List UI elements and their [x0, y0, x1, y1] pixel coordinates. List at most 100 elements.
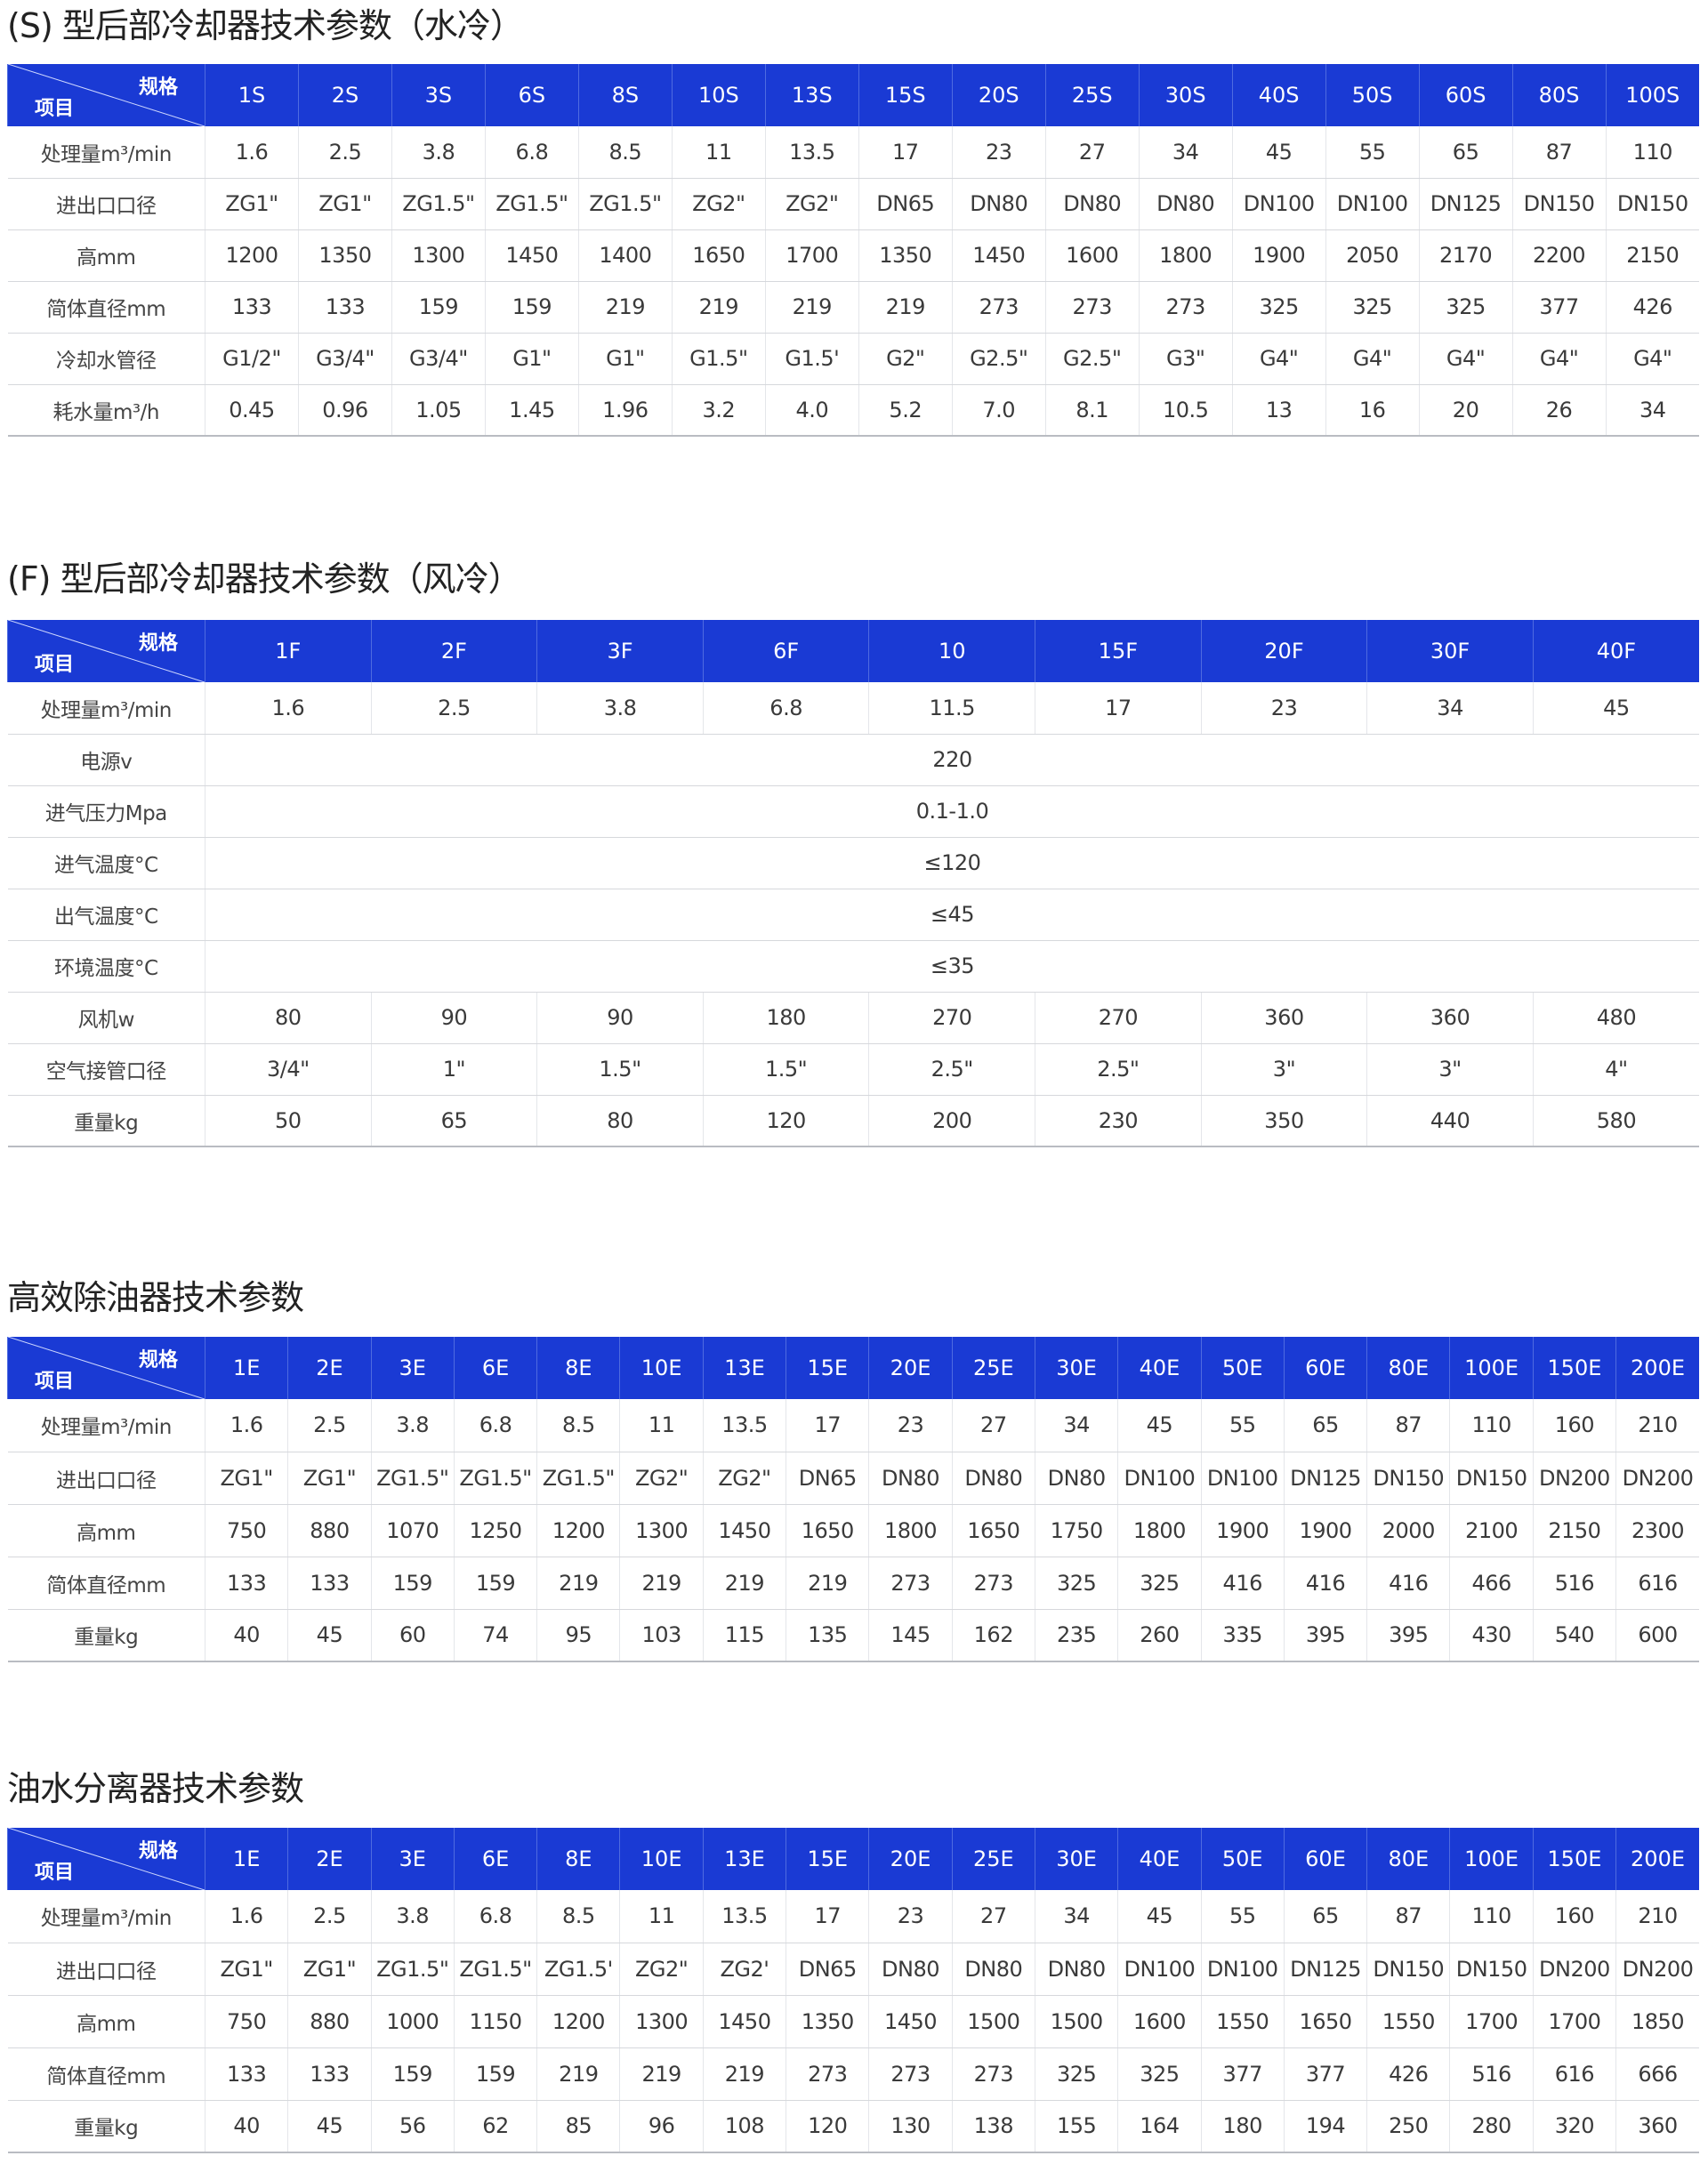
value-cell: 3.2: [671, 384, 766, 437]
column-header-model: 150E: [1532, 1337, 1616, 1399]
value-cell: 430: [1449, 1609, 1534, 1662]
value-cell: G2": [858, 333, 953, 385]
value-cell: G1.5': [764, 333, 859, 385]
value-cell: 6.8: [702, 682, 869, 735]
corner-label-spec: 规格: [138, 1840, 178, 1862]
value-cell: DN100: [1117, 1943, 1202, 1996]
value-cell: G4": [1605, 333, 1699, 385]
value-cell: 120: [702, 1095, 869, 1147]
value-cell: 600: [1615, 1609, 1699, 1662]
table-row: 冷却水管径 G1/2" G3/4" G3/4" G1" G1" G1.5" G1.5' G2" G…: [7, 333, 1699, 385]
value-cell: 2200: [1511, 229, 1607, 282]
header-row: 规格 项目 1F 2F 3F 6F 10 15F 20F 30F 40F: [7, 620, 1699, 682]
value-cell: 1.45: [484, 384, 579, 437]
value-cell: 2170: [1418, 229, 1513, 282]
row-label: 进气压力Mpa: [7, 785, 205, 838]
value-cell: DN80: [868, 1452, 953, 1505]
value-cell: G1/2": [205, 333, 299, 385]
merged-value-cell: ≤45: [205, 889, 1699, 941]
value-cell: 335: [1200, 1609, 1285, 1662]
value-cell: 27: [951, 1890, 1035, 1943]
table-row: 重量kg 40 45 60 74 95 103 115 135 145 162 235 260 335 39…: [7, 1609, 1699, 1662]
table-row: 处理量m³/min 1.6 2.5 3.8 6.8 8.5 11 13.5 17 23 27 34 45…: [7, 126, 1699, 179]
value-cell: 3/4": [205, 1043, 372, 1096]
value-cell: 3.8: [370, 1399, 455, 1452]
value-cell: DN150: [1449, 1452, 1534, 1505]
value-cell: DN80: [951, 1943, 1035, 1996]
value-cell: DN100: [1200, 1452, 1285, 1505]
value-cell: DN200: [1532, 1943, 1616, 1996]
table-row: 简体直径mm 133 133 159 159 219 219 219 219 273 273 273 3…: [7, 281, 1699, 334]
row-label: 处理量m³/min: [7, 682, 205, 735]
column-header-model: 2E: [287, 1828, 372, 1890]
column-header-model: 30S: [1138, 64, 1233, 126]
column-header-model: 6F: [702, 620, 869, 682]
value-cell: 34: [1034, 1890, 1118, 1943]
value-cell: 13.5: [702, 1399, 786, 1452]
value-cell: 45: [287, 2100, 372, 2153]
value-cell: 360: [1200, 992, 1367, 1044]
corner-header-cell: 规格 项目: [7, 1337, 205, 1399]
table-row: 耗水量m³/h 0.45 0.96 1.05 1.45 1.96 3.2 4.0 5.2 7.0 8…: [7, 384, 1699, 437]
row-label: 处理量m³/min: [7, 1399, 205, 1452]
value-cell: 3": [1200, 1043, 1367, 1096]
value-cell: 2.5: [297, 126, 392, 179]
value-cell: 96: [619, 2100, 704, 2153]
table-row: 进气温度°C ≤120: [7, 837, 1699, 889]
table-body: 处理量m³/min 1.6 2.5 3.8 6.8 8.5 11 13.5 17 23 27 34 45…: [7, 126, 1699, 437]
value-cell: 1800: [1138, 229, 1233, 282]
column-header-model: 20S: [951, 64, 1046, 126]
value-cell: 273: [951, 1557, 1035, 1610]
section-title-f-air-cooled: (F) 型后部冷却器技术参数（风冷）: [7, 559, 522, 599]
column-header-model: 1E: [204, 1337, 288, 1399]
value-cell: DN125: [1283, 1452, 1367, 1505]
column-header-model: 20E: [868, 1337, 953, 1399]
value-cell: DN80: [1034, 1943, 1118, 1996]
value-cell: 1600: [1044, 229, 1140, 282]
value-cell: DN150: [1366, 1452, 1450, 1505]
table-row: 出气温度°C ≤45: [7, 889, 1699, 941]
value-cell: 1.5": [536, 1043, 704, 1096]
value-cell: 133: [204, 2047, 288, 2101]
value-cell: 1750: [1034, 1504, 1118, 1557]
value-cell: ZG1.5": [484, 178, 579, 230]
value-cell: ZG1.5": [577, 178, 673, 230]
value-cell: 377: [1511, 281, 1607, 334]
value-cell: 8.5: [577, 126, 673, 179]
column-header-model: 15S: [858, 64, 953, 126]
value-cell: 80: [205, 992, 372, 1044]
value-cell: DN80: [951, 1452, 1035, 1505]
table-row: 重量kg 40 45 56 62 85 96 108 120 130 138 155 164 180 194…: [7, 2100, 1699, 2153]
value-cell: 1070: [370, 1504, 455, 1557]
value-cell: 1900: [1200, 1504, 1285, 1557]
value-cell: 87: [1366, 1890, 1450, 1943]
column-header-model: 200E: [1615, 1337, 1699, 1399]
value-cell: 85: [536, 2100, 620, 2153]
value-cell: 325: [1231, 281, 1326, 334]
table-oil-water-separator: 规格 项目 1E 2E 3E 6E 8E 10E 13E 15E 20E 25E 30E 40E 50E 60…: [7, 1828, 1699, 2153]
value-cell: 90: [370, 992, 537, 1044]
value-cell: 0.96: [297, 384, 392, 437]
row-label: 进出口口径: [7, 1452, 205, 1505]
value-cell: 6.8: [453, 1890, 537, 1943]
value-cell: G2.5": [951, 333, 1046, 385]
row-label: 出气温度°C: [7, 889, 205, 941]
value-cell: 13: [1231, 384, 1326, 437]
section-title-oil-water-separator: 油水分离器技术参数: [7, 1769, 304, 1808]
value-cell: 87: [1511, 126, 1607, 179]
value-cell: ZG1.5": [370, 1452, 455, 1505]
value-cell: DN150: [1511, 178, 1607, 230]
value-cell: 145: [868, 1609, 953, 1662]
column-header-model: 8S: [577, 64, 673, 126]
value-cell: DN100: [1200, 1943, 1285, 1996]
value-cell: 194: [1283, 2100, 1367, 2153]
value-cell: 1300: [391, 229, 486, 282]
value-cell: 1500: [951, 1995, 1035, 2048]
value-cell: DN150: [1449, 1943, 1534, 1996]
value-cell: 34: [1138, 126, 1233, 179]
value-cell: 180: [1200, 2100, 1285, 2153]
value-cell: G4": [1418, 333, 1513, 385]
row-label: 简体直径mm: [7, 281, 205, 334]
value-cell: 273: [951, 2047, 1035, 2101]
value-cell: 3.8: [370, 1890, 455, 1943]
